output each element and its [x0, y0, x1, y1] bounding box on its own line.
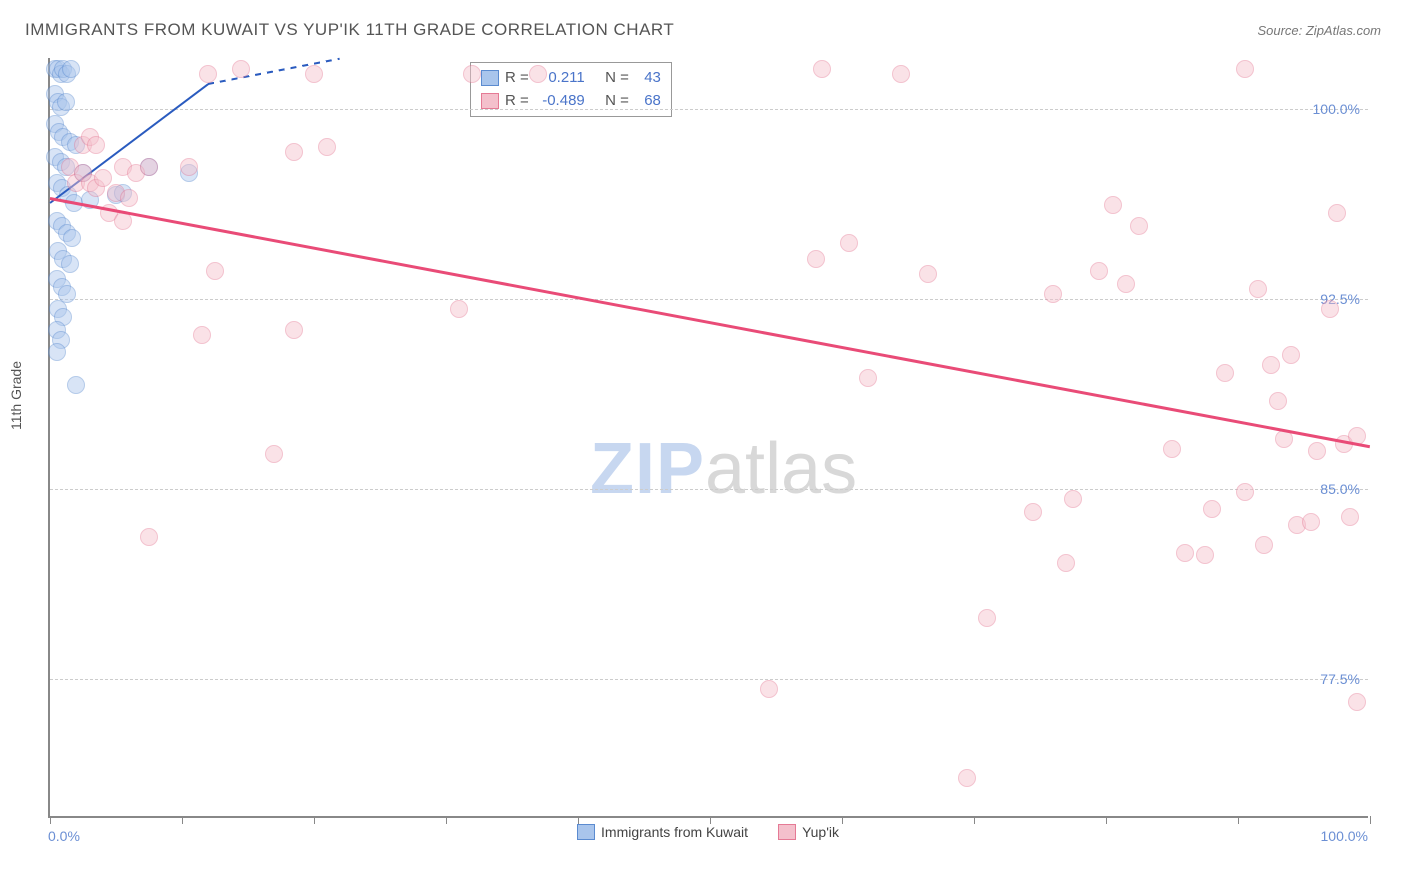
- y-tick-label: 85.0%: [1320, 481, 1360, 497]
- source-credit: Source: ZipAtlas.com: [1257, 23, 1381, 38]
- data-point: [1064, 490, 1082, 508]
- gridline: [50, 299, 1368, 300]
- data-point: [1236, 60, 1254, 78]
- data-point: [1328, 204, 1346, 222]
- x-tick: [710, 816, 711, 824]
- data-point: [760, 680, 778, 698]
- data-point: [1341, 508, 1359, 526]
- data-point: [807, 250, 825, 268]
- legend-swatch: [577, 824, 595, 840]
- x-tick: [974, 816, 975, 824]
- legend-label: Yup'ik: [802, 824, 839, 840]
- x-tick: [1238, 816, 1239, 824]
- x-tick: [1106, 816, 1107, 824]
- data-point: [1216, 364, 1234, 382]
- data-point: [63, 229, 81, 247]
- watermark-part2: atlas: [705, 429, 857, 509]
- data-point: [67, 376, 85, 394]
- data-point: [1262, 356, 1280, 374]
- data-point: [813, 60, 831, 78]
- data-point: [1163, 440, 1181, 458]
- watermark-logo: ZIPatlas: [590, 428, 857, 510]
- data-point: [193, 326, 211, 344]
- data-point: [305, 65, 323, 83]
- data-point: [62, 60, 80, 78]
- data-point: [232, 60, 250, 78]
- data-point: [1249, 280, 1267, 298]
- data-point: [1044, 285, 1062, 303]
- data-point: [1255, 536, 1273, 554]
- data-point: [892, 65, 910, 83]
- data-point: [285, 321, 303, 339]
- data-point: [87, 136, 105, 154]
- x-tick: [446, 816, 447, 824]
- data-point: [1104, 196, 1122, 214]
- data-point: [1117, 275, 1135, 293]
- data-point: [1196, 546, 1214, 564]
- data-point: [318, 138, 336, 156]
- data-point: [61, 255, 79, 273]
- r-label: R =: [505, 67, 529, 90]
- legend-swatch: [481, 70, 499, 86]
- data-point: [840, 234, 858, 252]
- data-point: [140, 158, 158, 176]
- data-point: [1090, 262, 1108, 280]
- data-point: [48, 343, 66, 361]
- data-point: [450, 300, 468, 318]
- x-tick: [578, 816, 579, 824]
- data-point: [529, 65, 547, 83]
- data-point: [265, 445, 283, 463]
- n-value: 43: [635, 67, 661, 90]
- data-point: [1348, 693, 1366, 711]
- y-tick-label: 100.0%: [1313, 101, 1360, 117]
- data-point: [919, 265, 937, 283]
- stats-row: R =0.211 N =43: [481, 67, 661, 90]
- x-tick: [842, 816, 843, 824]
- y-axis-label: 11th Grade: [8, 361, 24, 430]
- data-point: [1282, 346, 1300, 364]
- x-tick: [50, 816, 51, 824]
- legend-swatch: [481, 93, 499, 109]
- series-legend: Immigrants from Kuwait Yup'ik: [48, 824, 1368, 840]
- data-point: [1024, 503, 1042, 521]
- data-point: [199, 65, 217, 83]
- data-point: [57, 93, 75, 111]
- data-point: [1308, 442, 1326, 460]
- data-point: [1236, 483, 1254, 501]
- data-point: [1176, 544, 1194, 562]
- x-tick: [182, 816, 183, 824]
- data-point: [1130, 217, 1148, 235]
- y-tick-label: 77.5%: [1320, 671, 1360, 687]
- data-point: [958, 769, 976, 787]
- data-point: [1057, 554, 1075, 572]
- data-point: [120, 189, 138, 207]
- legend-item: Yup'ik: [778, 824, 839, 840]
- data-point: [978, 609, 996, 627]
- data-point: [1269, 392, 1287, 410]
- x-tick: [314, 816, 315, 824]
- gridline: [50, 679, 1368, 680]
- data-point: [1203, 500, 1221, 518]
- legend-swatch: [778, 824, 796, 840]
- watermark-part1: ZIP: [590, 429, 705, 509]
- data-point: [1302, 513, 1320, 531]
- gridline: [50, 109, 1368, 110]
- data-point: [1321, 300, 1339, 318]
- x-tick: [1370, 816, 1371, 824]
- legend-item: Immigrants from Kuwait: [577, 824, 748, 840]
- data-point: [94, 169, 112, 187]
- data-point: [285, 143, 303, 161]
- data-point: [140, 528, 158, 546]
- gridline: [50, 489, 1368, 490]
- data-point: [206, 262, 224, 280]
- data-point: [180, 158, 198, 176]
- legend-label: Immigrants from Kuwait: [601, 824, 748, 840]
- data-point: [463, 65, 481, 83]
- data-point: [859, 369, 877, 387]
- chart-title: IMMIGRANTS FROM KUWAIT VS YUP'IK 11TH GR…: [25, 20, 674, 40]
- n-label: N =: [605, 67, 629, 90]
- scatter-plot: ZIPatlas R =0.211 N =43R =-0.489 N =68 7…: [48, 58, 1368, 818]
- trend-line: [50, 197, 1370, 448]
